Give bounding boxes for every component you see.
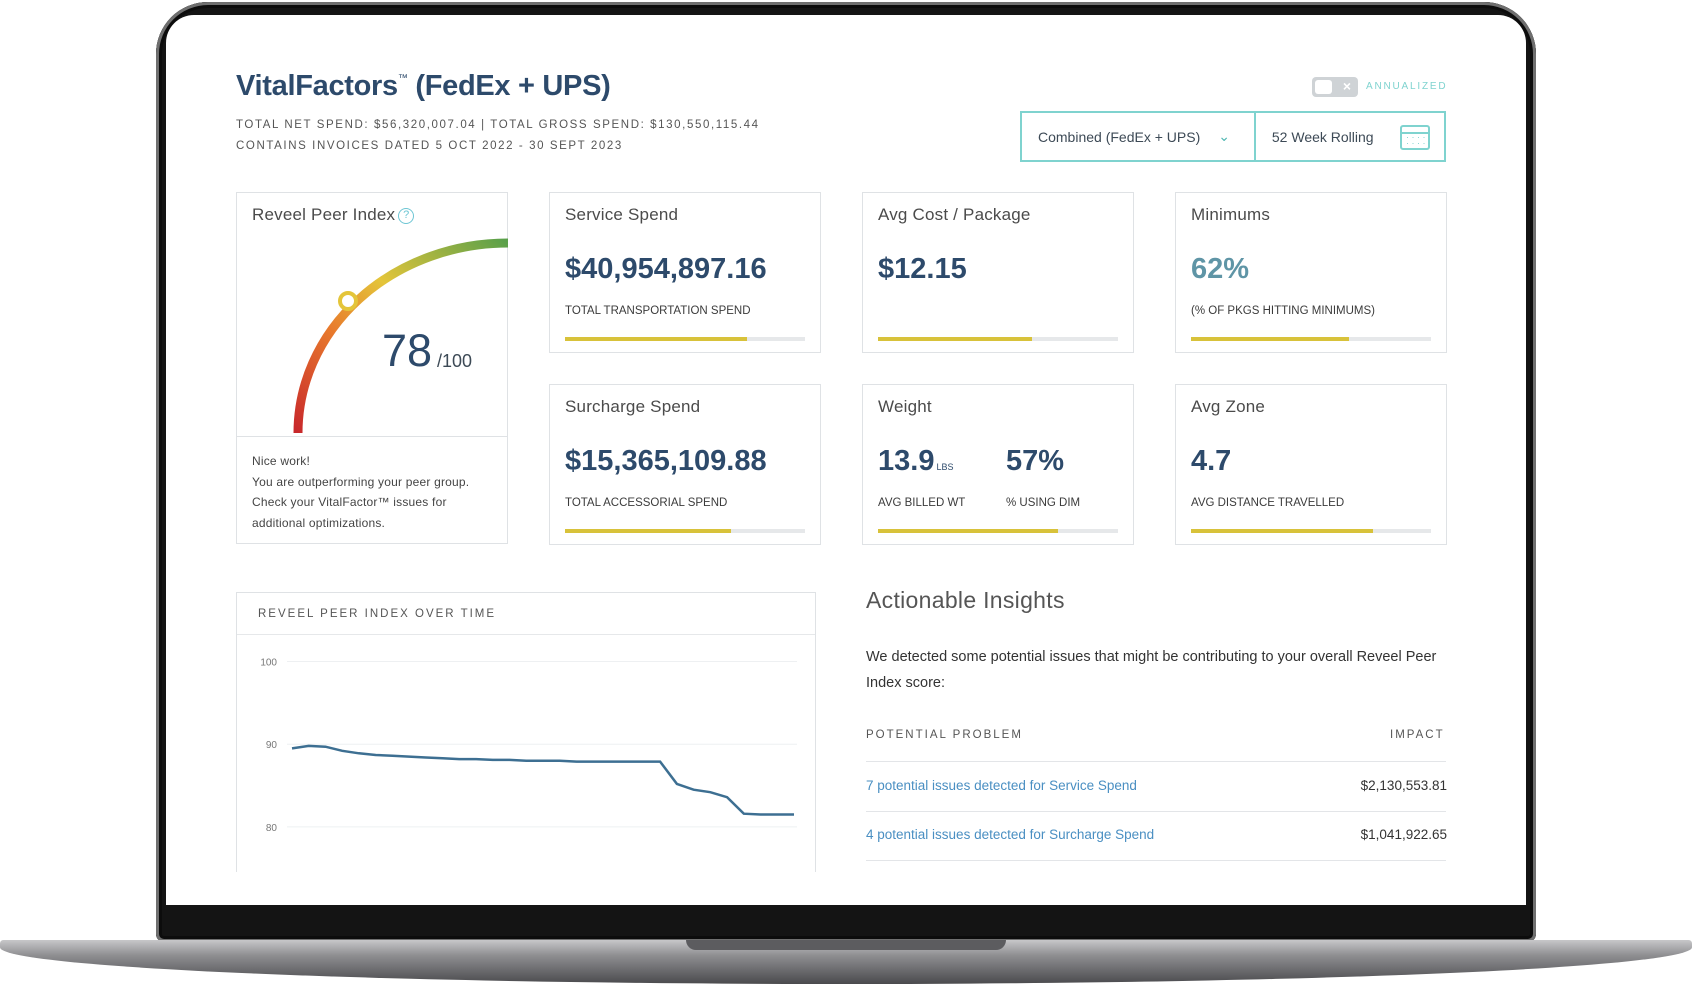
weight-card[interactable]: Weight 13.9 LBS 57% Avg Billed Wt % Using… [862,384,1134,545]
peer-index-title-text: Reveel Peer Index [252,205,396,224]
card-value: $12.15 [878,253,967,285]
col-potential-problem: Potential Problem [866,729,1023,741]
card-subtitle: Total Transportation Spend [565,305,751,317]
card-subtitle: (% of pkgs hitting minimums) [1191,305,1375,317]
card-title: Minimums [1191,205,1271,224]
service-spend-impact: $2,130,553.81 [1360,778,1447,793]
progress-fill [565,529,731,533]
chevron-down-icon: ⌄ [1218,128,1230,144]
card-value: 4.7 [1191,445,1232,477]
card-subtitle-2: % Using Dim [1006,497,1081,509]
toggle-knob [1315,80,1332,94]
card-subtitle: Total Accessorial Spend [565,497,728,509]
progress-bar [878,337,1118,341]
card-title: Surcharge Spend [565,397,701,416]
progress-fill [1191,529,1374,533]
divider [866,811,1446,812]
help-icon[interactable]: ? [398,208,415,224]
peer-index-score: 78 [382,325,433,376]
annualized-label: Annualized [1366,81,1448,92]
carrier-dropdown[interactable]: Combined (FedEx + UPS) ⌄ [1022,113,1256,160]
progress-bar [878,529,1118,533]
peer-msg-line: Check your VitalFactor™ issues for [252,495,447,509]
gauge-arc [293,238,509,434]
card-title: Avg Cost / Package [878,205,1031,224]
card-title: Service Spend [565,205,679,224]
progress-bar [565,529,805,533]
y-tick-label: 80 [266,823,278,834]
peer-index-max: /100 [437,351,473,371]
peer-index-chart-card: Reveel Peer Index Over Time 100 90 80 [236,592,816,872]
calendar-icon[interactable] [1400,125,1430,150]
card-subtitle: Avg Billed Wt [878,497,966,509]
peer-index-message: Nice work! You are outperforming your pe… [252,451,469,533]
weight-unit: LBS [936,462,954,472]
trademark-mark: ™ [397,73,408,84]
chart-header: Reveel Peer Index Over Time [237,593,815,635]
progress-fill [565,337,748,341]
service-spend-issues-link[interactable]: 7 potential issues detected for Service … [866,778,1137,793]
peer-index-title: Reveel Peer Index? [252,205,415,225]
progress-bar [1191,529,1431,533]
peer-msg-line: You are outperforming your peer group. [252,474,470,489]
card-value: 62% [1191,253,1250,285]
progress-fill [878,337,1032,341]
laptop-notch [686,940,1006,950]
filter-selector: Combined (FedEx + UPS) ⌄ 52 Week Rolling [1020,111,1446,162]
y-tick-label: 90 [266,740,278,751]
service-spend-card[interactable]: Service Spend $40,954,897.16 Total Trans… [549,192,821,353]
surcharge-spend-issues-link[interactable]: 4 potential issues detected for Surcharg… [866,827,1155,842]
chart-title: Reveel Peer Index Over Time [258,608,497,620]
progress-fill [1191,337,1350,341]
peer-index-card: Reveel Peer Index? 78 /100 Nice work! Yo… [236,192,509,544]
page-title: VitalFactors™ (FedEx + UPS) [236,70,611,103]
surcharge-spend-impact: $1,041,922.65 [1360,827,1447,842]
card-title: Weight [878,397,932,416]
y-tick-label: 100 [260,658,277,669]
insights-description: We detected some potential issues that m… [866,649,1437,691]
peer-index-gauge [293,238,509,434]
card-value: $40,954,897.16 [565,253,767,285]
spend-summary: Total Net Spend: $56,320,007.04 | Total … [236,119,760,131]
avg-cost-card[interactable]: Avg Cost / Package $12.15 [862,192,1134,353]
page-title-text: VitalFactors [236,70,398,102]
progress-fill [878,529,1058,533]
dim-percentage: 57% [1006,445,1065,477]
progress-bar [1191,337,1431,341]
card-subtitle: Avg Distance Travelled [1191,497,1345,509]
avg-zone-card[interactable]: Avg Zone 4.7 Avg Distance Travelled [1175,384,1447,545]
peer-msg-line: Nice work! [252,454,311,468]
page-title-suffix: (FedEx + UPS) [407,70,611,102]
peer-index-chart: 100 90 80 [260,658,797,834]
progress-bar [565,337,805,341]
minimums-card[interactable]: Minimums 62% (% of pkgs hitting minimums… [1175,192,1447,353]
weight-value: 13.9 [878,445,935,477]
carrier-dropdown-value: Combined (FedEx + UPS) [1038,128,1201,145]
col-impact: Impact [1390,729,1445,741]
period-picker[interactable]: 52 Week Rolling [1256,113,1444,160]
annualized-toggle[interactable]: × [1312,77,1358,97]
insights-title: Actionable Insights [866,587,1065,613]
invoice-date-range: Contains Invoices Dated 5 Oct 2022 - 30 … [236,140,623,152]
divider [866,860,1446,861]
period-picker-value: 52 Week Rolling [1271,128,1374,145]
peer-msg-line: additional optimizations. [252,515,386,530]
divider [237,436,507,437]
gauge-marker [338,291,358,311]
surcharge-spend-card[interactable]: Surcharge Spend $15,365,109.88 Total Acc… [549,384,821,545]
avg-billed-weight: 13.9 LBS [878,445,953,478]
card-value: $15,365,109.88 [565,445,767,477]
close-icon: × [1342,78,1351,94]
divider [866,761,1446,762]
series-line [291,744,794,816]
card-title: Avg Zone [1191,397,1266,416]
